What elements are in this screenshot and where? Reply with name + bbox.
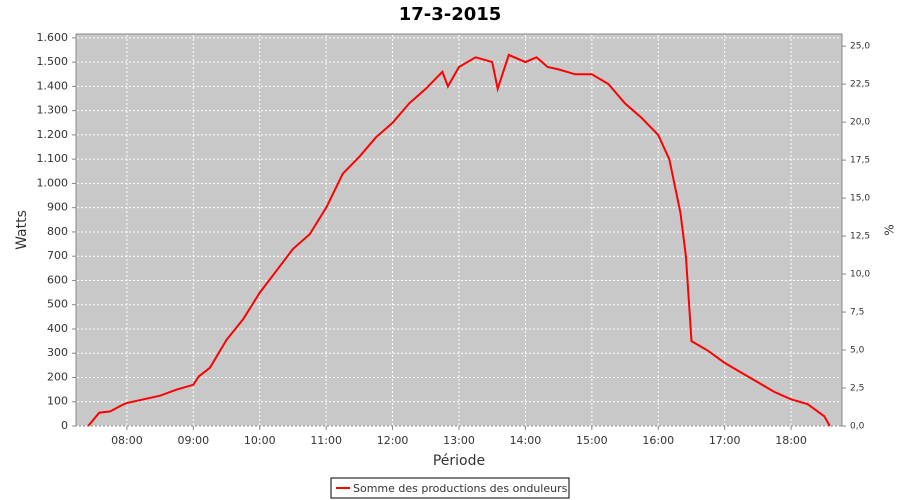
- y-tick-label: 1.100: [37, 152, 69, 165]
- x-tick-label: 10:00: [244, 434, 276, 447]
- x-tick-label: 16:00: [642, 434, 674, 447]
- y2-tick-label: 7,5: [850, 308, 864, 318]
- y2-axis-title: %: [883, 224, 897, 235]
- y-tick-label: 1.000: [37, 176, 69, 189]
- legend: [330, 477, 570, 499]
- y-tick-label: 800: [47, 225, 68, 238]
- y2-tick-label: 22,5: [850, 80, 870, 90]
- x-tick-label: 12:00: [377, 434, 409, 447]
- y-tick-label: 0: [61, 419, 68, 432]
- y2-tick-label: 25,0: [850, 42, 870, 52]
- x-axis-title: Période: [433, 453, 485, 469]
- y-tick-label: 700: [47, 249, 68, 262]
- legend-label: Somme des productions des onduleurs: [353, 482, 568, 495]
- y2-tick-label: 0,0: [850, 422, 865, 432]
- x-tick-label: 08:00: [111, 434, 143, 447]
- y2-tick-label: 12,5: [850, 232, 870, 242]
- y2-tick-label: 15,0: [850, 194, 870, 204]
- y2-tick-label: 10,0: [850, 270, 870, 280]
- y2-tick-label: 20,0: [850, 118, 870, 128]
- y2-tick-label: 5,0: [850, 346, 865, 356]
- y-tick-label: 200: [47, 370, 68, 383]
- x-tick-label: 11:00: [310, 434, 342, 447]
- y-tick-label: 100: [47, 395, 68, 408]
- y-axis-title: Watts: [14, 210, 30, 250]
- y-tick-label: 1.200: [37, 128, 69, 141]
- y-tick-label: 400: [47, 322, 68, 335]
- x-tick-label: 15:00: [576, 434, 608, 447]
- x-tick-label: 13:00: [443, 434, 475, 447]
- x-tick-label: 18:00: [775, 434, 807, 447]
- y-tick-label: 900: [47, 201, 68, 214]
- data-line: [87, 53, 831, 427]
- y-tick-label: 1.400: [37, 79, 69, 92]
- x-tick-label: 14:00: [510, 434, 542, 447]
- y-tick-label: 300: [47, 346, 68, 359]
- y-tick-label: 1.500: [37, 55, 69, 68]
- x-tick-label: 17:00: [709, 434, 741, 447]
- y2-tick-label: 17,5: [850, 156, 870, 166]
- y-tick-label: 1.300: [37, 104, 69, 117]
- y-tick-label: 600: [47, 273, 68, 286]
- y-tick-label: 1.600: [37, 31, 69, 44]
- y2-tick-label: 2,5: [850, 384, 864, 394]
- x-tick-label: 09:00: [177, 434, 209, 447]
- chart-title: 17-3-2015: [399, 4, 502, 25]
- y-tick-label: 500: [47, 298, 68, 311]
